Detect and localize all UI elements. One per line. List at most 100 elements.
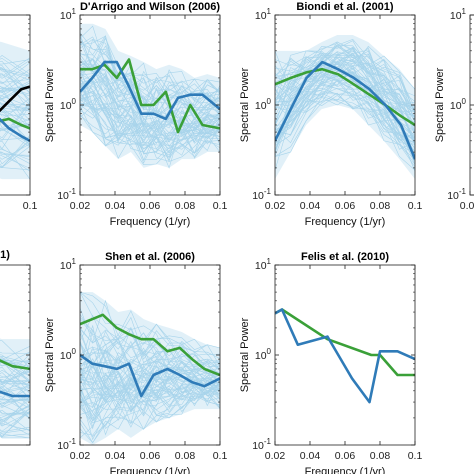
ensemble-member-line	[80, 87, 220, 132]
plot-area	[0, 41, 30, 180]
panel-title: Felis et al. (2010)	[301, 251, 389, 263]
ensemble-member-line	[80, 375, 220, 422]
ensemble-member-line	[80, 368, 220, 398]
ensemble-member-line	[0, 167, 30, 171]
ensemble-member-line	[0, 113, 30, 130]
ensemble-member-line	[0, 102, 30, 141]
x-tick-label: 0.04	[105, 200, 126, 212]
panel-p2: 101 100 10-10.02 0.04 0.06 0.08 0.1 D'Arrigo an…	[44, 1, 227, 228]
green-series-line	[275, 67, 415, 127]
x-tick-label: 0.04	[300, 450, 321, 462]
ensemble-member-line	[275, 52, 415, 128]
ensemble-member-line	[275, 44, 415, 113]
ensemble-member-line	[0, 380, 30, 383]
ensemble-member-line	[80, 38, 220, 101]
ensemble-member-line	[275, 46, 415, 126]
y-tick-label: 101	[60, 7, 77, 22]
y-axis-label: Spectral Power	[44, 67, 56, 142]
x-tick-label: 0.1	[213, 200, 228, 212]
ensemble-member-line	[0, 411, 30, 432]
ensemble-member-line	[0, 124, 30, 131]
ensemble-member-line	[0, 360, 30, 369]
plot-area	[0, 338, 30, 439]
ensemble-member-line	[80, 357, 220, 402]
ensemble-member-line	[0, 81, 30, 105]
ensemble-member-line	[0, 122, 30, 130]
ensemble-member-line	[0, 152, 30, 156]
ensemble-member-line	[0, 66, 30, 93]
panel-title: Biondi et al. (2001)	[296, 1, 394, 13]
y-tick-label: 10-1	[57, 187, 76, 202]
ensemble-member-line	[0, 139, 30, 165]
ensemble-member-line	[0, 380, 30, 392]
panel-p7: 101 100 10-10.02 0.04 0.06 0.08 0.1 Felis et al…	[239, 251, 422, 474]
x-tick-label: 0.06	[335, 200, 356, 212]
ensemble-member-line	[0, 433, 30, 437]
ensemble-member-line	[80, 73, 220, 143]
blue-series-line	[275, 308, 415, 404]
x-axis-label: Frequency (1/yr)	[110, 216, 191, 228]
y-axis-label: Spectral Power	[239, 67, 251, 142]
ensemble-member-line	[80, 299, 220, 367]
panel-title: Shen et al. (2006)	[105, 251, 195, 263]
ensemble-member-line	[0, 405, 30, 421]
plot-area	[80, 23, 220, 169]
ensemble-member-line	[0, 73, 30, 90]
ensemble-member-line	[0, 59, 30, 65]
x-tick-label: 0.02	[70, 200, 91, 212]
ensemble-member-line	[0, 340, 30, 369]
ensemble-member-line	[0, 67, 30, 101]
ensemble-member-line	[0, 79, 30, 83]
panel-p3: 101 100 10-10.02 0.04 0.06 0.08 0.1 Biondi et a…	[239, 1, 422, 228]
ensemble-member-line	[80, 74, 220, 137]
ensemble-member-line	[0, 353, 30, 384]
ensemble-member-line	[0, 413, 30, 416]
ensemble-member-line	[0, 386, 30, 395]
ensemble-member-line	[80, 90, 220, 162]
ensemble-member-line	[0, 55, 30, 75]
ensemble-member-line	[0, 399, 30, 400]
ensemble-member-line	[0, 432, 30, 439]
ensemble-member-line	[0, 380, 30, 385]
ensemble-member-line	[275, 62, 415, 139]
ensemble-member-line	[0, 395, 30, 426]
x-tick-label: 0.1	[408, 200, 423, 212]
blue-series-line	[275, 60, 415, 160]
ensemble-member-line	[0, 394, 30, 408]
ensemble-member-line	[275, 40, 415, 114]
x-tick-label: 0.02	[265, 200, 286, 212]
ensemble-member-line	[0, 137, 30, 141]
ensemble-member-line	[0, 358, 30, 368]
ensemble-member-line	[0, 107, 30, 147]
axes-box	[274, 264, 416, 446]
ensemble-member-line	[0, 57, 30, 77]
ensemble-member-line	[80, 96, 220, 161]
ensemble-member-line	[0, 152, 30, 158]
ensemble-member-line	[0, 88, 30, 129]
ensemble-member-line	[0, 101, 30, 110]
ensemble-member-line	[0, 379, 30, 383]
ensemble-member-line	[0, 149, 30, 161]
x-tick-label: 0.08	[370, 450, 391, 462]
ensemble-member-line	[0, 370, 30, 378]
green-series-line	[80, 313, 220, 377]
panel-title: D'Arrigo and Wilson (2006)	[80, 1, 220, 13]
ensemble-member-line	[80, 338, 220, 382]
ensemble-member-line	[0, 73, 30, 112]
ensemble-member-line	[275, 54, 415, 111]
x-tick-label: 0.08	[175, 200, 196, 212]
ensemble-member-line	[0, 87, 30, 92]
y-tick-label: 100	[255, 347, 272, 362]
ensemble-member-line	[0, 411, 30, 427]
y-axis-label: Spectral Power	[434, 67, 446, 142]
ensemble-member-line	[0, 370, 30, 386]
y-tick-label: 101	[450, 7, 467, 22]
ensemble-member-line	[275, 57, 415, 109]
ensemble-member-line	[80, 35, 220, 104]
ensemble-member-line	[0, 85, 30, 91]
ensemble-member-line	[80, 105, 220, 156]
ensemble-member-line	[0, 403, 30, 418]
panel-p4: 101 100 10-10.02 Spectral Power	[434, 7, 474, 212]
